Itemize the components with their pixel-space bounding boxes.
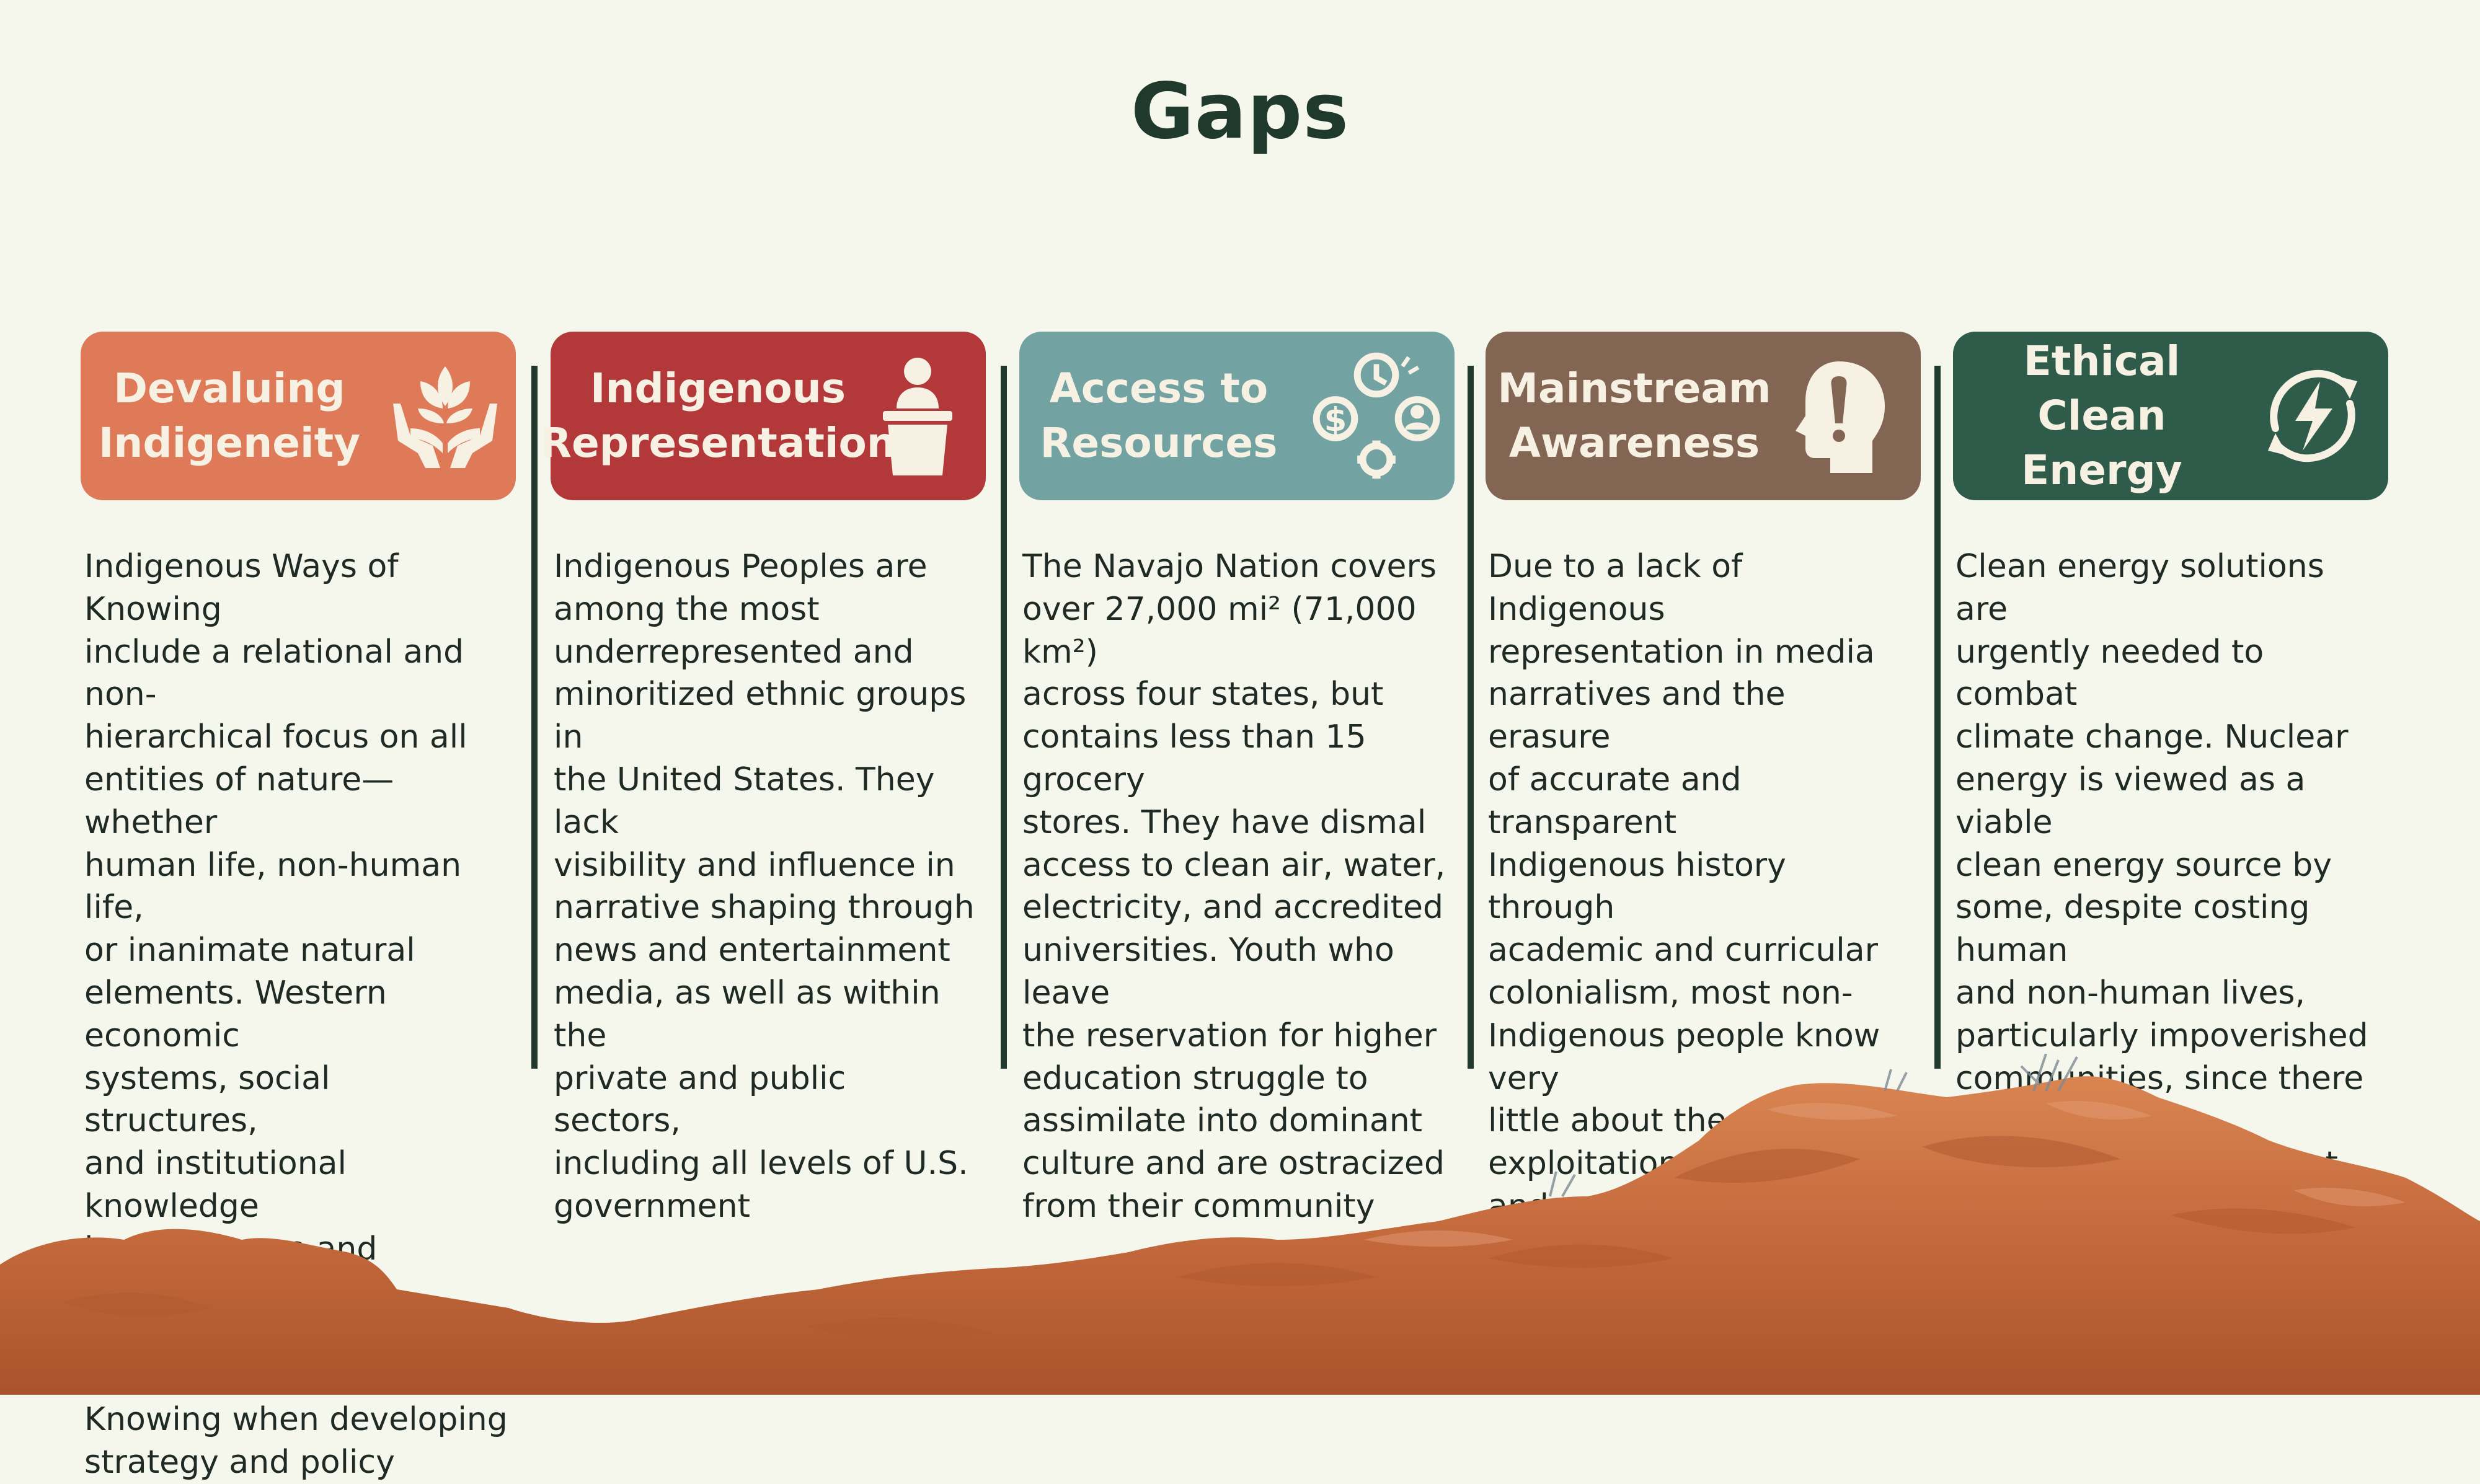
card-devaluing-indigeneity: Devaluing Indigeneity — [81, 332, 516, 500]
card-title: Ethical Clean Energy — [2021, 337, 2182, 494]
card-title: Devaluing Indigeneity — [98, 364, 361, 467]
card-title: Indigenous Representation — [540, 364, 896, 467]
resources-cycle-icon: $ — [1313, 352, 1440, 479]
renewable-energy-icon — [2268, 369, 2357, 462]
hands-plant-icon — [393, 366, 497, 468]
column-divider — [1934, 366, 1941, 1069]
column-divider — [1001, 366, 1007, 1069]
svg-text:$: $ — [1324, 401, 1347, 439]
card-mainstream-awareness: Mainstream Awareness — [1486, 332, 1921, 500]
card-description: The Navajo Nation covers over 27,000 mi²… — [1022, 548, 1446, 1225]
card-indigenous-representation: Indigenous Representation — [540, 332, 986, 500]
column-divider — [1468, 366, 1474, 1069]
speaker-podium-icon — [883, 358, 952, 475]
card-description: Indigenous Peoples are among the most un… — [554, 548, 975, 1225]
card-title: Mainstream Awareness — [1497, 364, 1771, 467]
card-access-to-resources: Access to Resources $ — [1019, 332, 1455, 500]
head-exclamation-icon — [1796, 361, 1885, 473]
card-ethical-clean-energy: Ethical Clean Energy — [1953, 332, 2388, 500]
rock-formation-image — [0, 1054, 2480, 1395]
page-title: Gaps — [1130, 67, 1350, 156]
slide: Gaps Devaluing Indigeneity Indigenous Re… — [0, 67, 2480, 1481]
card-title: Access to Resources — [1040, 364, 1278, 467]
column-divider — [531, 366, 538, 1069]
